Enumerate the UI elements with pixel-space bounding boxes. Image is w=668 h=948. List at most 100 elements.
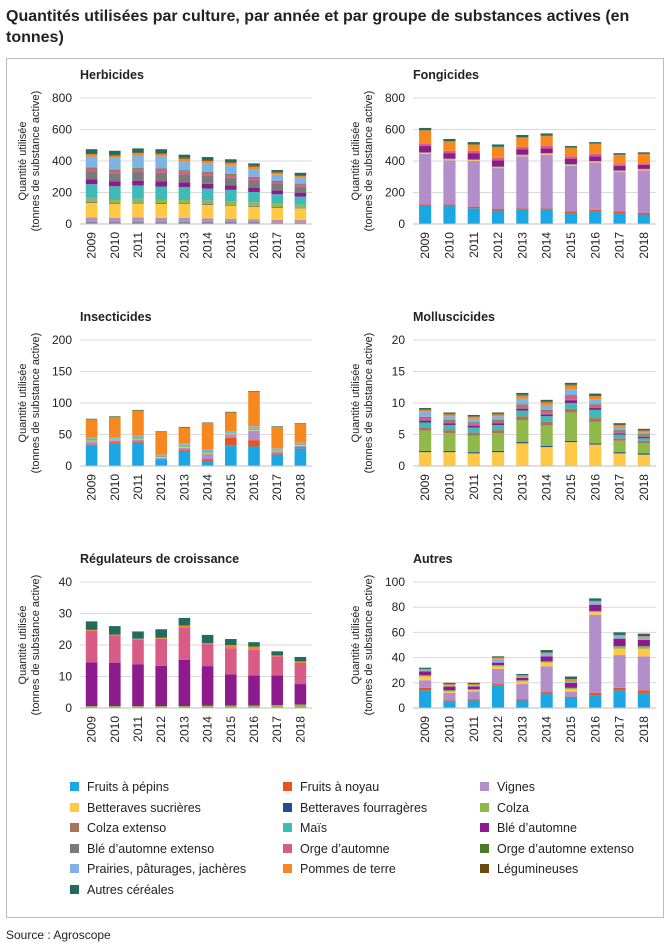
bar-segment [589,409,602,419]
bar-segment [109,634,121,636]
x-tick-label: 2011 [131,474,145,500]
bar-segment [132,185,144,199]
bar-segment [178,445,191,448]
bar-segment [589,692,602,696]
x-tick-label: 2016 [588,474,602,501]
bar-segment [294,186,307,193]
bar-segment [613,430,626,431]
x-tick-label: 2018 [293,716,307,743]
bar-segment [516,680,529,682]
bar-segment [294,183,307,185]
bar-segment [467,208,480,224]
bar-segment [540,691,553,693]
bar-segment [225,432,237,434]
bar-segment [613,452,626,454]
bar-segment [178,625,191,628]
bar-segment [132,203,144,218]
x-tick-label: 2015 [564,232,578,259]
bar-segment [178,447,191,448]
bar-segment [467,159,480,161]
bar-segment [294,423,307,424]
bar-segment [564,679,578,682]
legend-item: Pommes de terre [283,862,396,876]
x-tick-label: 2018 [293,232,307,259]
bar-segment [467,161,480,207]
bar-segment [564,384,578,386]
bar-segment [419,675,432,677]
y-tick-label: 150 [52,365,72,379]
bar-segment [540,146,553,149]
bar-segment [637,438,650,441]
bar-segment [85,629,98,631]
legend-label: Fruits à pépins [87,780,169,794]
bar-segment [155,172,167,182]
bar-segment [516,699,529,701]
bar-segment [613,423,626,425]
bar-segment [589,602,602,605]
bar-segment [491,657,505,659]
bar-segment [109,442,121,444]
bar-segment [85,662,98,707]
bar-segment [201,705,214,708]
bar-segment [443,153,456,159]
bar-segment [491,414,505,417]
legend-label: Pommes de terre [300,862,396,876]
bar-segment [540,154,553,209]
bar-segment [443,159,456,161]
bar-segment [491,144,505,147]
bar-segment [540,653,553,657]
bar-segment [540,409,553,411]
y-tick-label: 10 [59,670,73,684]
bar-segment [443,412,456,414]
bar-segment [467,423,480,426]
bar-segment [294,423,307,443]
chart-insecticides: Insecticides Quantité utilisée (tonnes de … [17,310,312,501]
bar-segment [637,212,650,215]
bar-segment [271,450,283,452]
bar-segment [613,648,626,656]
bar-segment [201,161,214,164]
y-tick-label: 40 [59,575,73,589]
bar-segment [85,198,98,202]
bar-segment [248,440,260,447]
chart-title: Molluscicides [413,310,495,324]
bar-segment [564,676,578,680]
bar-segment [564,382,578,385]
bar-segment [613,164,626,166]
y-tick-label: 10 [392,396,406,410]
bar-segment [637,656,650,691]
bar-segment [564,146,578,148]
bar-segment [419,676,432,681]
chart-molluscicides: Molluscicides Quantité utilisée (tonnes de… [350,310,656,501]
bar-segment [443,452,456,466]
x-tick-label: 2009 [418,474,432,501]
bar-segment [564,682,578,688]
bar-segment [155,153,167,157]
chart-title: Autres [413,552,453,566]
bar-segment [419,205,432,224]
bar-segment [225,412,237,432]
bar-segment [443,420,456,423]
bar-segment [516,673,529,676]
bar-segment [491,413,505,415]
bar-segment [443,414,456,417]
bar-segment [491,167,505,169]
bar-segment [201,423,214,450]
x-tick-label: 2010 [442,232,456,259]
bar-segment [613,432,626,434]
bar-segment [85,440,98,442]
bar-segment [201,460,214,466]
bar-segment [419,430,432,451]
bar-segment [540,425,553,446]
bar-segment [491,210,505,224]
x-tick-label: 2014 [540,716,554,743]
bar-segment [109,170,121,174]
bar-segment [516,156,529,209]
x-tick-label: 2011 [467,716,481,742]
bar-segment [637,163,650,165]
bar-segment [613,212,626,224]
bar-segment [419,411,432,417]
chart-fongicides: Fongicides Quantité utilisée (tonnes de su… [350,68,656,259]
bar-segment [419,452,432,466]
x-tick-label: 2012 [154,232,168,259]
